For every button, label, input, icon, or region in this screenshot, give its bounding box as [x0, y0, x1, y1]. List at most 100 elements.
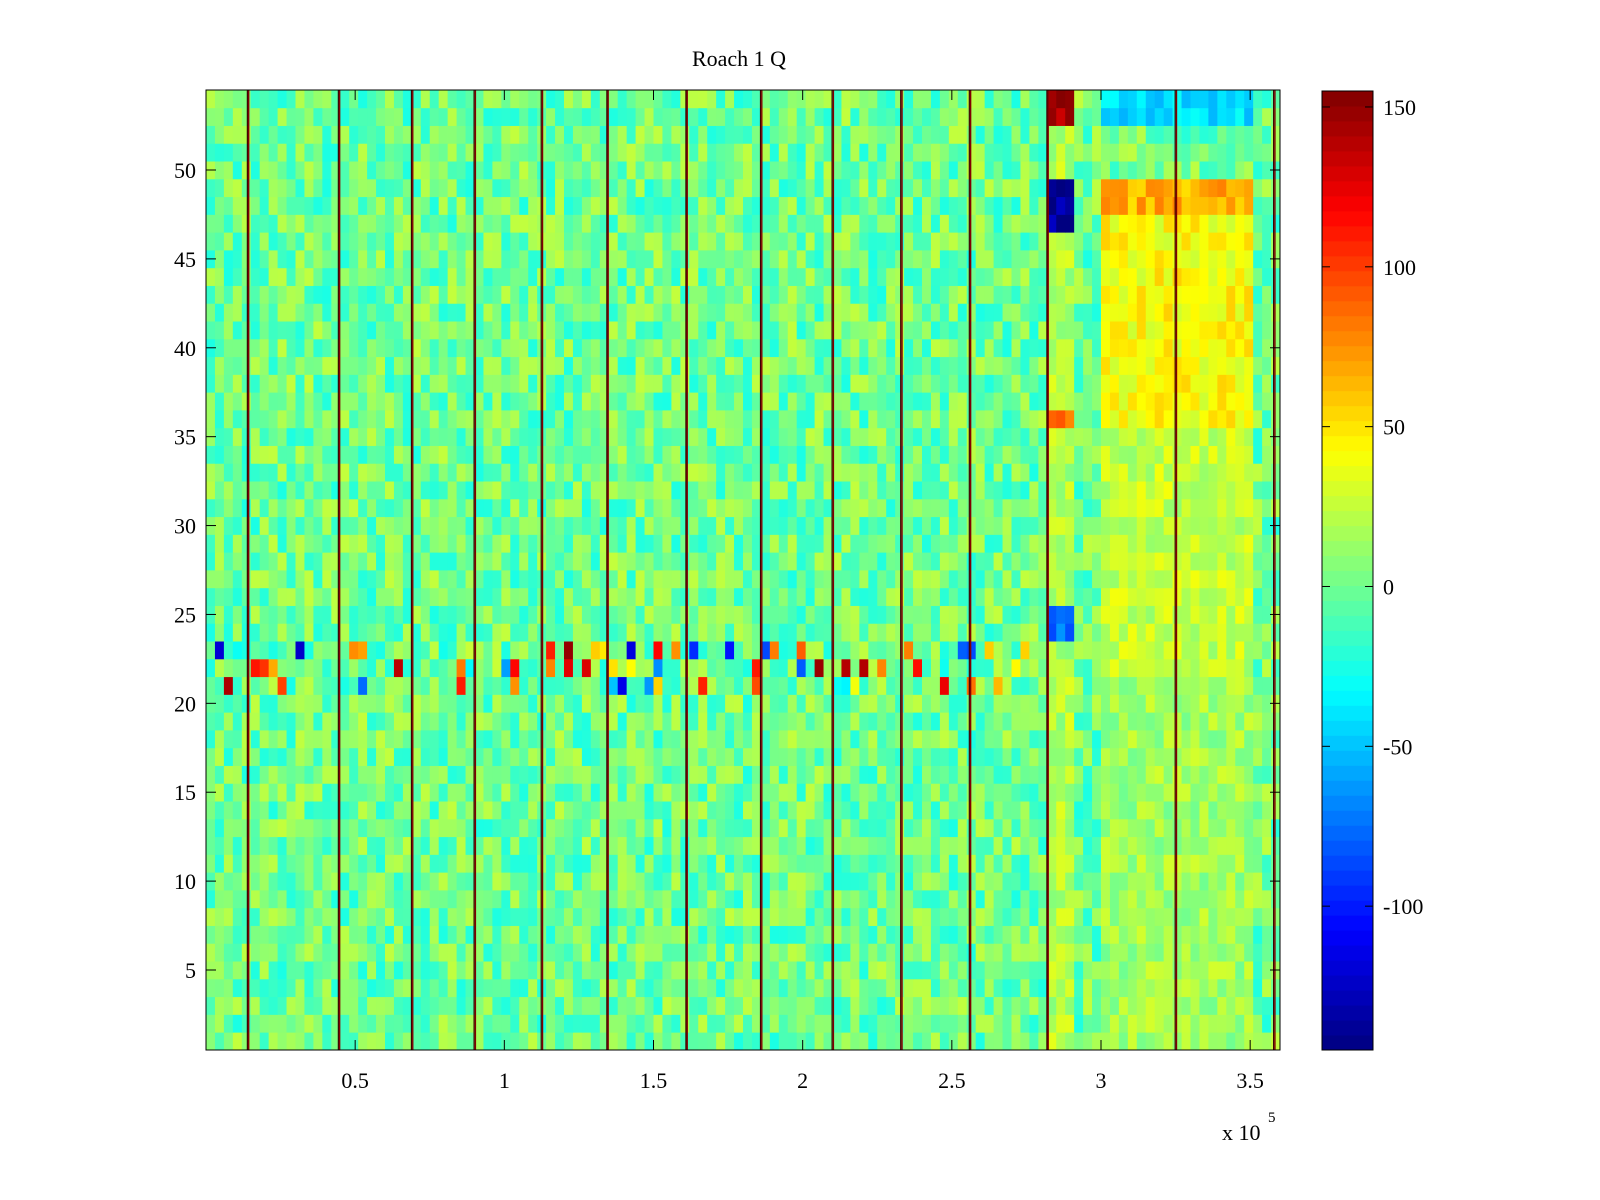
heatmap-cell — [689, 498, 699, 518]
heatmap-cell — [1047, 552, 1057, 571]
heatmap-cell — [1020, 534, 1030, 553]
heatmap-cell — [850, 658, 860, 678]
heatmap-cell — [501, 392, 511, 411]
heatmap-cell — [599, 552, 610, 571]
heatmap-cell — [492, 694, 502, 713]
heatmap-cell — [385, 481, 395, 500]
heatmap-cell — [778, 996, 789, 1015]
heatmap-cell — [232, 481, 243, 500]
heatmap-cell — [1092, 641, 1102, 660]
heatmap-cell — [680, 623, 690, 642]
heatmap-cell — [725, 890, 735, 909]
heatmap-cell — [555, 765, 565, 784]
heatmap-cell — [259, 1014, 270, 1033]
heatmap-cell — [1136, 658, 1147, 678]
heatmap-cell — [501, 818, 511, 838]
heatmap-cell — [367, 712, 377, 731]
heatmap-cell — [1154, 712, 1165, 731]
heatmap-cell — [689, 463, 699, 482]
heatmap-cell — [1172, 801, 1182, 820]
heatmap-cell — [993, 445, 1003, 464]
heatmap-cell — [1101, 747, 1111, 766]
heatmap-cell — [528, 854, 538, 873]
heatmap-cell — [904, 854, 914, 873]
heatmap-cell — [1083, 623, 1093, 642]
heatmap-cell — [223, 445, 234, 464]
heatmap-cell — [1217, 356, 1227, 375]
heatmap-cell — [313, 321, 323, 340]
heatmap-cell — [241, 374, 252, 393]
heatmap-cell — [429, 516, 440, 535]
heatmap-cell — [340, 410, 350, 429]
heatmap-cell — [769, 534, 780, 553]
heatmap-cell — [1118, 801, 1129, 820]
heatmap-cell — [1199, 534, 1209, 553]
heatmap-cell — [259, 1032, 270, 1051]
heatmap-cell — [581, 374, 592, 393]
heatmap-cell — [626, 943, 636, 962]
heatmap-cell — [1020, 356, 1030, 375]
heatmap-cell — [528, 623, 538, 642]
heatmap-cell — [1136, 961, 1147, 980]
heatmap-cell — [555, 481, 565, 500]
heatmap-cell — [214, 356, 225, 375]
heatmap-cell — [966, 978, 977, 998]
heatmap-cell — [617, 481, 628, 500]
heatmap-cell — [787, 961, 798, 980]
heatmap-cell — [895, 1032, 905, 1051]
heatmap-cell — [447, 765, 457, 784]
heatmap-cell — [295, 641, 305, 660]
heatmap-cell — [778, 854, 789, 873]
heatmap-cell — [581, 498, 592, 518]
heatmap-cell — [572, 676, 583, 695]
heatmap-cell — [823, 801, 833, 820]
heatmap-cell — [707, 1032, 717, 1051]
heatmap-cell — [546, 872, 556, 891]
heatmap-cell — [671, 392, 681, 411]
heatmap-cell — [1083, 854, 1093, 873]
heatmap-cell — [411, 943, 422, 962]
heatmap-cell — [948, 712, 959, 731]
heatmap-cell — [734, 623, 744, 642]
heatmap-cell — [814, 498, 824, 518]
heatmap-cell — [474, 516, 484, 535]
heatmap-cell — [644, 481, 654, 500]
heatmap-cell — [1163, 730, 1173, 749]
heatmap-cell — [1011, 427, 1021, 446]
heatmap-cell — [1244, 765, 1254, 784]
heatmap-cell — [241, 730, 252, 749]
heatmap-cell — [555, 996, 565, 1015]
heatmap-cell — [572, 605, 583, 624]
heatmap-cell — [1136, 1032, 1147, 1051]
heatmap-cell — [689, 392, 699, 411]
heatmap-cell — [474, 641, 484, 660]
heatmap-cell — [1083, 641, 1093, 660]
heatmap-cell — [590, 712, 601, 731]
heatmap-cell — [358, 623, 368, 642]
heatmap-cell — [474, 463, 484, 482]
heatmap-cell — [1083, 658, 1093, 678]
heatmap-cell — [1235, 783, 1245, 802]
heatmap-cell — [322, 623, 332, 642]
heatmap-cell — [581, 641, 592, 660]
heatmap-cell — [948, 605, 959, 624]
heatmap-cell — [599, 730, 610, 749]
heatmap-cell — [214, 961, 225, 980]
heatmap-cell — [922, 1032, 932, 1051]
heatmap-cell — [671, 1032, 681, 1051]
heatmap-cell — [483, 890, 493, 909]
heatmap-cell — [411, 907, 422, 926]
heatmap-cell — [1271, 481, 1281, 500]
heatmap-cell — [617, 623, 628, 642]
heatmap-cell — [483, 552, 493, 571]
heatmap-cell — [823, 978, 833, 998]
heatmap-cell — [206, 943, 216, 962]
heatmap-cell — [555, 516, 565, 535]
heatmap-cell — [1154, 463, 1165, 482]
heatmap-cell — [957, 623, 968, 642]
heatmap-cell — [564, 552, 574, 571]
heatmap-cell — [232, 818, 243, 838]
heatmap-cell — [922, 854, 932, 873]
heatmap-cell — [1020, 854, 1030, 873]
heatmap-cell — [689, 676, 699, 695]
